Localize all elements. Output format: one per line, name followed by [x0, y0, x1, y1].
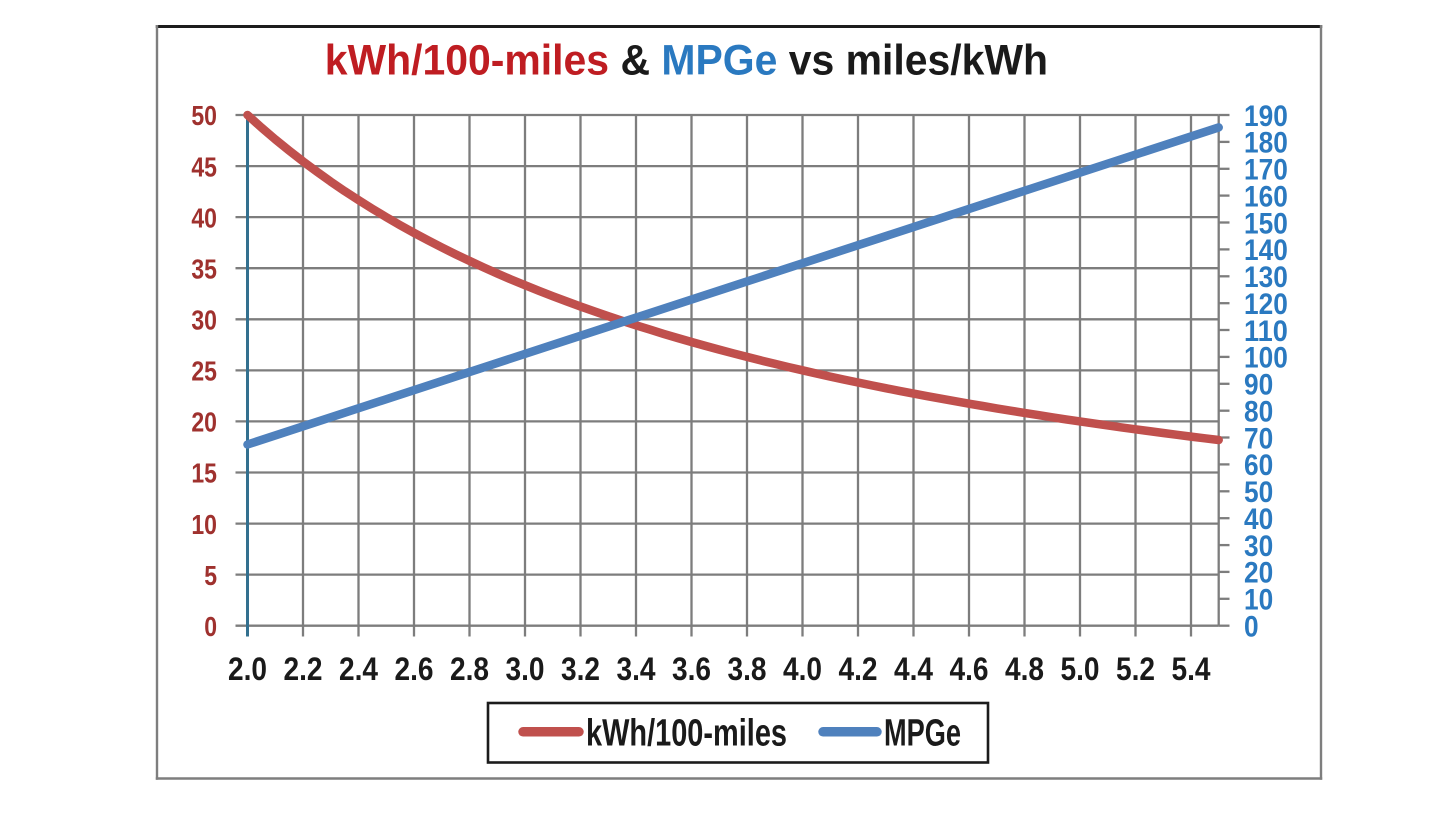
- svg-text:2.0: 2.0: [228, 651, 267, 687]
- svg-text:10: 10: [1244, 584, 1273, 617]
- svg-text:40: 40: [1244, 503, 1273, 536]
- svg-text:160: 160: [1244, 180, 1288, 213]
- svg-text:2.8: 2.8: [450, 651, 489, 687]
- svg-text:70: 70: [1244, 422, 1273, 455]
- svg-text:2.6: 2.6: [395, 651, 434, 687]
- svg-text:170: 170: [1244, 154, 1288, 187]
- svg-text:4.6: 4.6: [950, 651, 989, 687]
- svg-text:110: 110: [1244, 315, 1288, 348]
- svg-text:30: 30: [1244, 530, 1273, 563]
- svg-text:150: 150: [1244, 207, 1288, 240]
- svg-text:50: 50: [191, 100, 217, 131]
- svg-text:5: 5: [204, 560, 217, 591]
- svg-text:20: 20: [1244, 557, 1273, 590]
- svg-text:5.2: 5.2: [1116, 651, 1155, 687]
- svg-text:60: 60: [1244, 449, 1273, 482]
- svg-text:130: 130: [1244, 261, 1288, 294]
- svg-text:2.4: 2.4: [339, 651, 378, 687]
- svg-text:100: 100: [1244, 342, 1288, 375]
- svg-text:25: 25: [191, 356, 217, 387]
- svg-text:30: 30: [191, 305, 217, 336]
- svg-text:0: 0: [1244, 611, 1259, 644]
- svg-text:80: 80: [1244, 396, 1273, 429]
- svg-text:140: 140: [1244, 234, 1288, 267]
- svg-text:2.2: 2.2: [284, 651, 323, 687]
- svg-text:90: 90: [1244, 369, 1273, 402]
- svg-text:4.4: 4.4: [894, 651, 933, 687]
- svg-text:0: 0: [204, 611, 217, 642]
- svg-text:4.2: 4.2: [839, 651, 878, 687]
- svg-text:120: 120: [1244, 288, 1288, 321]
- svg-text:40: 40: [191, 202, 217, 233]
- svg-text:180: 180: [1244, 127, 1288, 160]
- svg-text:10: 10: [191, 509, 217, 540]
- svg-text:15: 15: [191, 458, 217, 489]
- svg-text:3.4: 3.4: [617, 651, 656, 687]
- svg-text:kWh/100-miles: kWh/100-miles: [586, 713, 787, 755]
- svg-text:5.4: 5.4: [1172, 651, 1211, 687]
- svg-text:3.8: 3.8: [728, 651, 767, 687]
- svg-text:50: 50: [1244, 476, 1273, 509]
- svg-text:190: 190: [1244, 100, 1288, 133]
- svg-text:MPGe: MPGe: [884, 713, 961, 755]
- svg-text:35: 35: [191, 253, 217, 284]
- svg-text:45: 45: [191, 151, 217, 182]
- svg-text:kWh/100-miles & MPGe vs miles/: kWh/100-miles & MPGe vs miles/kWh: [325, 35, 1048, 83]
- svg-text:3.0: 3.0: [506, 651, 545, 687]
- svg-text:3.6: 3.6: [672, 651, 711, 687]
- svg-text:3.2: 3.2: [561, 651, 600, 687]
- svg-text:20: 20: [191, 407, 217, 438]
- svg-text:5.0: 5.0: [1061, 651, 1100, 687]
- svg-text:4.0: 4.0: [783, 651, 822, 687]
- svg-text:4.8: 4.8: [1005, 651, 1044, 687]
